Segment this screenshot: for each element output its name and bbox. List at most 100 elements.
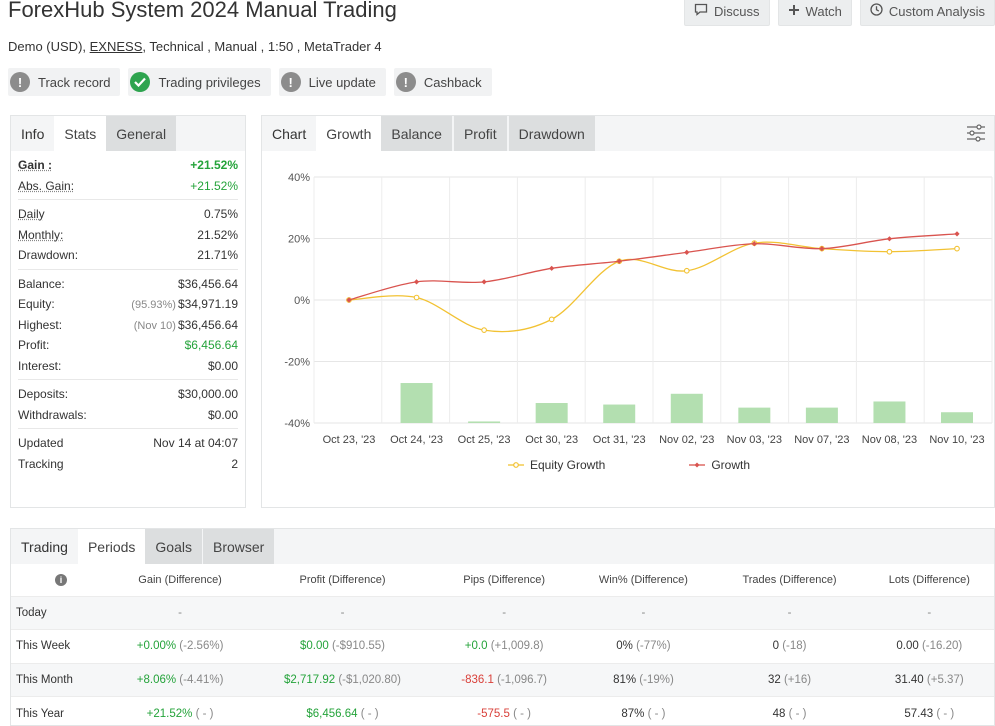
equity-point[interactable] <box>954 245 960 252</box>
page-title: ForexHub System 2024 Manual Trading <box>8 0 397 22</box>
cell-pips: -836.1 (-1,096.7) <box>435 662 573 697</box>
broker-link[interactable]: EXNESS <box>89 39 143 54</box>
badge-cashback[interactable]: ! Cashback <box>393 68 492 96</box>
col-lots: Lots (Difference) <box>864 564 994 596</box>
gain-group: Gain : +21.52% Abs. Gain: +21.52% <box>18 151 238 200</box>
bar[interactable] <box>941 412 973 423</box>
badge-label: Track record <box>38 74 111 90</box>
badge-live-update[interactable]: ! Live update <box>278 68 386 96</box>
growth-point[interactable] <box>819 246 825 252</box>
equity-value: $34,971.19 <box>177 297 238 312</box>
abs-gain-label[interactable]: Abs. Gain: <box>18 178 75 193</box>
watch-button[interactable]: Watch <box>777 0 852 26</box>
cell-lots: 31.40 (+5.37) <box>864 662 994 697</box>
growth-point[interactable] <box>616 258 622 264</box>
equity-point[interactable] <box>683 267 690 274</box>
stat-tracking: Tracking 2 <box>18 454 238 475</box>
balance-group: Balance: $36,456.64 Equity: (95.93%) $34,… <box>18 270 238 380</box>
info-icon[interactable]: i <box>55 573 67 586</box>
bar[interactable] <box>670 393 703 423</box>
legend-growth[interactable]: Growth <box>689 458 750 472</box>
equity-point[interactable] <box>481 327 487 333</box>
badge-track-record[interactable]: ! Track record <box>8 68 121 96</box>
cell-value: - <box>340 606 345 619</box>
cell-trades: 48 ( - ) <box>714 696 865 726</box>
tab-trading[interactable]: Trading <box>21 538 68 555</box>
period-label: Today <box>11 595 111 630</box>
badge-trading-privileges[interactable]: Trading privileges <box>128 68 271 96</box>
tab-general[interactable]: General <box>106 116 177 151</box>
growth-point[interactable] <box>751 241 757 247</box>
drawdown-value: 21.71% <box>197 248 238 263</box>
bar[interactable] <box>873 401 906 423</box>
discuss-button[interactable]: Discuss <box>684 0 770 26</box>
bottom-tabs: Trading Periods Goals Browser <box>11 529 994 564</box>
tab-info[interactable]: Info <box>21 125 45 142</box>
sliders-icon[interactable] <box>966 124 986 142</box>
custom-analysis-button[interactable]: Custom Analysis <box>859 0 995 26</box>
plus-icon <box>788 4 800 19</box>
cell-profit: $0.00 (-$910.55) <box>249 629 436 663</box>
equity-note: (95.93%) <box>131 299 176 312</box>
tab-stats[interactable]: Stats <box>54 116 107 151</box>
growth-point[interactable] <box>684 249 690 255</box>
stat-withdrawals: Withdrawals: $0.00 <box>18 405 238 426</box>
daily-label[interactable]: Daily <box>18 207 45 222</box>
bar[interactable] <box>738 407 771 423</box>
tab-browser[interactable]: Browser <box>203 529 275 564</box>
growth-point[interactable] <box>413 279 420 285</box>
cell-pips: -575.5 ( - ) <box>435 696 573 726</box>
tab-balance[interactable]: Balance <box>381 116 452 151</box>
cell-difference: (-4.41%) <box>179 673 224 686</box>
x-tick-label: Oct 30, '23 <box>525 434 578 446</box>
badge-bar: ! Track record Trading privileges ! Live… <box>8 68 492 96</box>
tracking-label: Tracking <box>18 456 64 471</box>
y-tick-label: 0% <box>294 295 310 307</box>
growth-point[interactable] <box>954 231 960 237</box>
tab-drawdown[interactable]: Drawdown <box>508 116 595 151</box>
growth-point[interactable] <box>886 236 893 242</box>
stat-updated: Updated Nov 14 at 04:07 <box>18 433 238 454</box>
table-row: This Month +8.06% (-4.41%) $2,717.92 (-$1,… <box>11 662 994 697</box>
stat-balance: Balance: $36,456.64 <box>18 274 238 295</box>
chart-tabs: Chart Growth Balance Profit Drawdown <box>262 116 994 151</box>
cell-gain: - <box>111 595 250 630</box>
growth-point[interactable] <box>346 297 352 303</box>
bar[interactable] <box>535 403 568 423</box>
stat-deposits: Deposits: $30,000.00 <box>18 384 238 405</box>
tab-goals[interactable]: Goals <box>145 529 202 564</box>
bar[interactable] <box>603 404 636 423</box>
monthly-label[interactable]: Monthly: <box>18 227 64 242</box>
equity-point[interactable] <box>886 248 893 255</box>
highest-value-wrap: (Nov 10) $36,456.64 <box>134 318 238 332</box>
equity-point[interactable] <box>548 316 555 323</box>
legend-equity-growth[interactable]: Equity Growth <box>507 458 605 472</box>
cell-value: - <box>927 606 932 619</box>
cell-difference: (-18) <box>782 640 807 653</box>
cell-value: 81% <box>613 673 637 686</box>
growth-point[interactable] <box>481 279 487 285</box>
cell-value: 31.40 <box>894 673 924 686</box>
stat-drawdown: Drawdown: 21.71% <box>18 245 238 266</box>
gain-label[interactable]: Gain : <box>18 158 53 173</box>
period-label: This Week <box>11 629 111 663</box>
bar[interactable] <box>468 421 501 423</box>
cell-difference: ( - ) <box>195 707 214 720</box>
cell-difference: (+5.37) <box>926 673 964 686</box>
table-row: Today - - - - - - <box>11 595 994 630</box>
bar[interactable] <box>400 383 433 423</box>
deposits-value: $30,000.00 <box>177 387 238 402</box>
cell-value: 48 <box>772 707 786 720</box>
equity-point[interactable] <box>413 294 420 301</box>
tab-profit[interactable]: Profit <box>453 116 507 151</box>
cell-lots: 0.00 (-16.20) <box>864 629 994 663</box>
tab-chart[interactable]: Chart <box>272 125 307 142</box>
rate-group: Daily 0.75% Monthly: 21.52% Drawdown: 21… <box>18 200 238 270</box>
tab-periods[interactable]: Periods <box>77 529 146 564</box>
growth-point[interactable] <box>549 265 555 271</box>
drawdown-label: Drawdown: <box>18 248 79 263</box>
tab-growth[interactable]: Growth <box>316 116 382 151</box>
bar[interactable] <box>805 407 838 423</box>
cell-value: - <box>787 606 792 619</box>
cell-difference: (+1,009.8) <box>490 640 544 653</box>
